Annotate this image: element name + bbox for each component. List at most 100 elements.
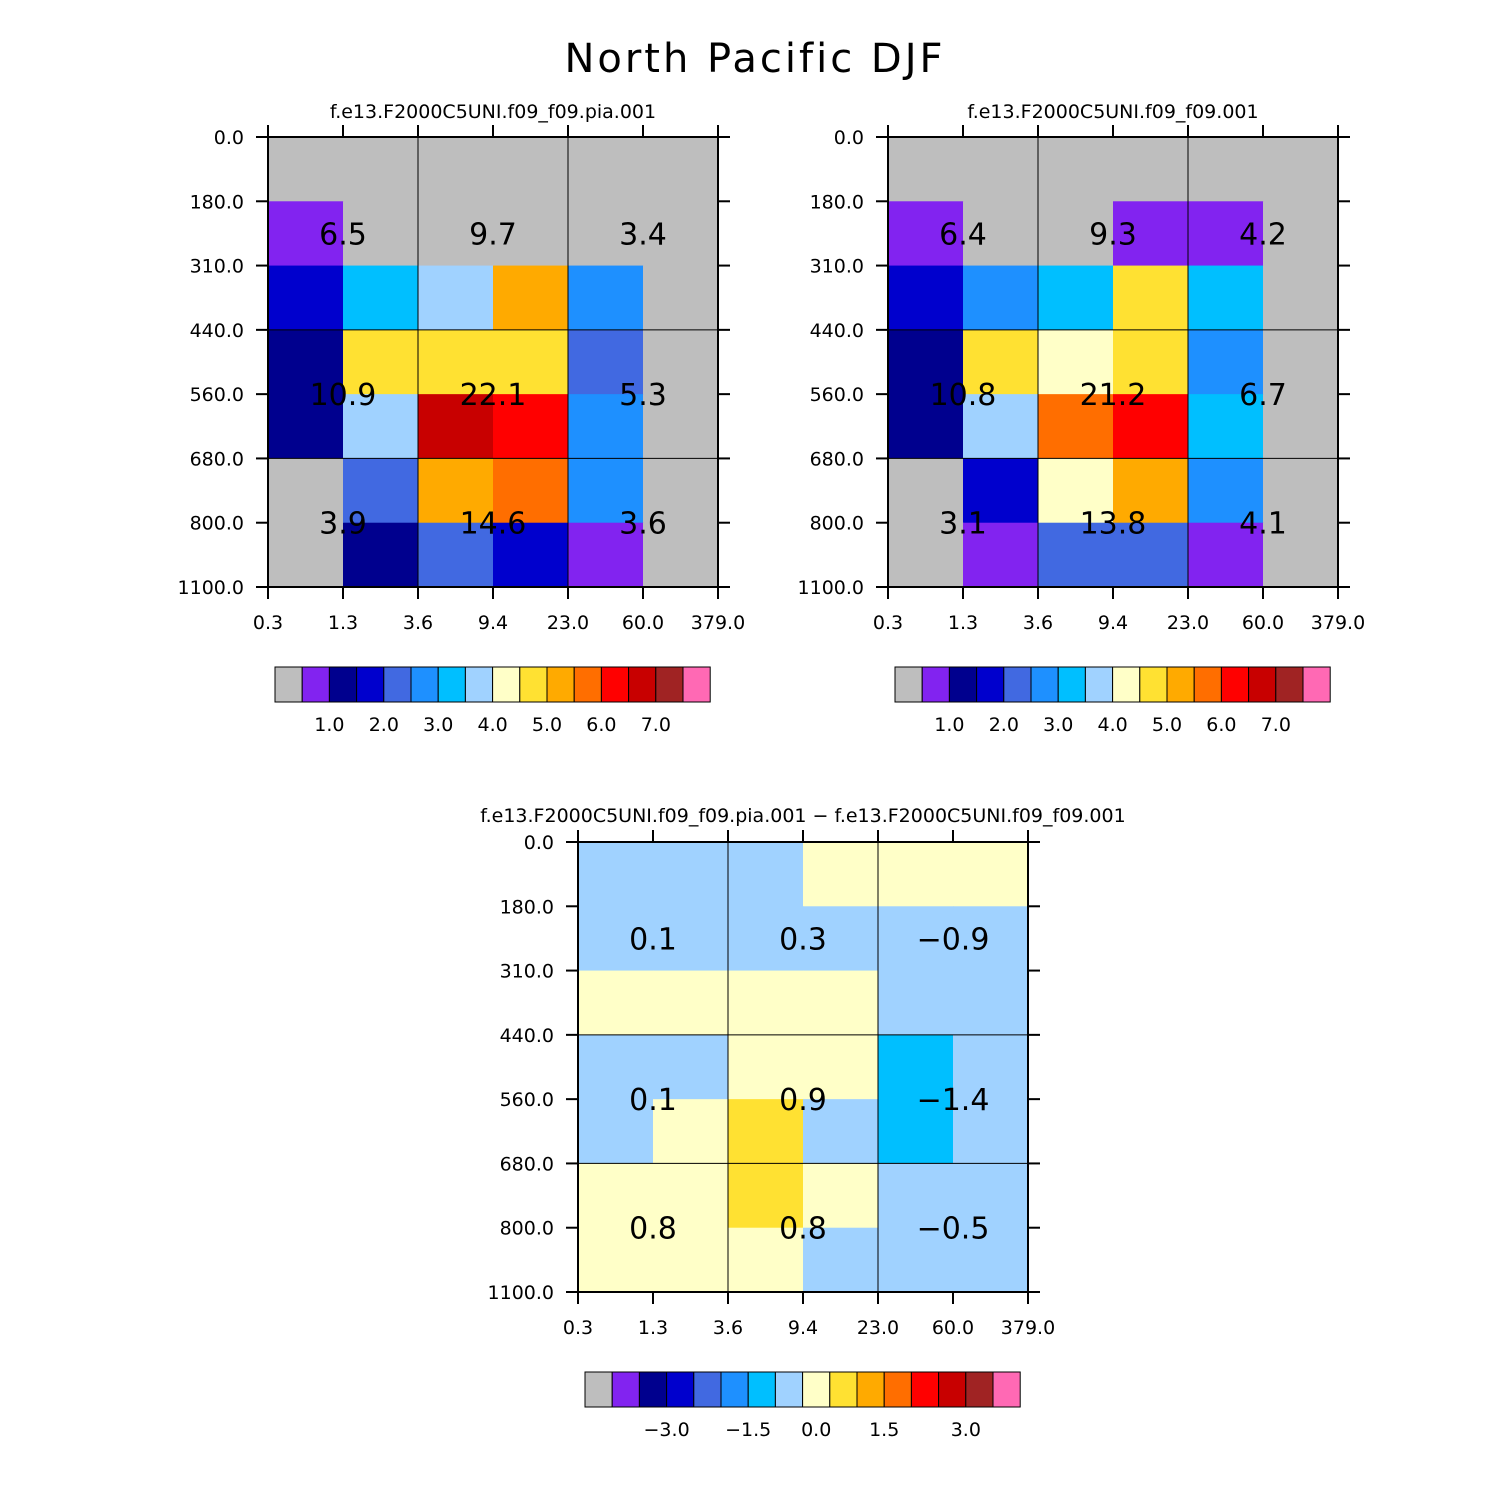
heatmap-cell: [1263, 394, 1339, 459]
colorbar-swatch: [894, 666, 923, 703]
heatmap-cell: [803, 1099, 879, 1164]
heatmap-cell: [493, 137, 569, 202]
heatmap-cell: [888, 394, 964, 459]
cell-value-label: 3.4: [619, 217, 667, 252]
heatmap-cell: [963, 329, 1039, 395]
colorbar-swatch: [437, 666, 466, 703]
cell-value-label: 9.7: [469, 217, 517, 252]
heatmap-cell: [653, 1099, 729, 1164]
colorbar-swatch: [1003, 666, 1032, 703]
x-tick-label: 9.4: [788, 1317, 818, 1339]
cell-value-label: 0.8: [629, 1212, 677, 1247]
heatmap-cell: [643, 329, 719, 395]
heatmap-cell: [578, 1034, 654, 1100]
colorbar-swatch: [383, 666, 412, 703]
x-tick-label: 23.0: [547, 612, 589, 634]
cell-value-label: 21.2: [1080, 378, 1147, 413]
heatmap-cell: [653, 906, 729, 972]
cell-value-label: 4.2: [1239, 217, 1287, 252]
x-tick-label: 379.0: [1001, 1317, 1055, 1339]
colorbar-swatch: [628, 666, 657, 703]
heatmap-cell: [1113, 137, 1189, 202]
heatmap-cell: [963, 201, 1039, 267]
colorbar-swatch: [1139, 666, 1168, 703]
x-tick-label: 60.0: [932, 1317, 974, 1339]
colorbar-swatch: [1302, 666, 1331, 703]
colorbar-swatch: [301, 666, 330, 703]
colorbar: −3.0 −1.5 0.0 1.5 3.0: [584, 1371, 1021, 1441]
heatmap-cell: [268, 458, 344, 524]
heatmap-cell: [878, 970, 954, 1036]
heatmap-cell: [803, 1034, 879, 1100]
heatmap-panel-1: f.e13.F2000C5UNI.f09_f09.pia.001 6.5 9.7 3.…: [178, 101, 746, 736]
y-tick-label: 180.0: [810, 191, 864, 213]
x-tick-label: 1.3: [948, 612, 978, 634]
heatmap-cell: [963, 522, 1039, 588]
y-tick-label: 560.0: [190, 384, 244, 406]
heatmap-cell: [418, 201, 494, 267]
heatmap-cell: [1038, 394, 1114, 459]
heatmap-cell: [953, 1163, 1029, 1229]
cell-value-label: 14.6: [460, 507, 527, 542]
cell-value-label: 10.9: [310, 378, 377, 413]
heatmap-panel-2: f.e13.F2000C5UNI.f09_f09.001 6.4 9.3 4.2 10.…: [798, 101, 1366, 736]
heatmap-cell: [578, 842, 654, 907]
heatmap-cell: [878, 842, 954, 907]
x-tick-label: 60.0: [622, 612, 664, 634]
y-tick-label: 0.0: [214, 127, 244, 149]
heatmap-cell: [343, 201, 419, 267]
colorbar-swatch: [976, 666, 1005, 703]
heatmap-cell: [268, 394, 344, 459]
y-tick-label: 1100.0: [178, 577, 244, 599]
colorbar-label: 1.0: [314, 714, 344, 736]
x-tick-label: 60.0: [1242, 612, 1284, 634]
heatmap-cell: [1113, 522, 1189, 588]
colorbar-swatch: [720, 1371, 749, 1408]
cell-value-label: 3.9: [319, 507, 367, 542]
colorbar-label: 6.0: [1206, 714, 1236, 736]
cell-value-label: 4.1: [1239, 507, 1287, 542]
heatmap-cell: [578, 1099, 654, 1164]
heatmap-cell: [643, 394, 719, 459]
colorbar-label: 4.0: [477, 714, 507, 736]
y-tick-label: 680.0: [810, 448, 864, 470]
heatmap-cell: [568, 137, 644, 202]
heatmap-cell: [343, 458, 419, 524]
y-tick-label: 800.0: [190, 513, 244, 535]
heatmap-cell: [953, 1034, 1029, 1100]
cell-value-label: 6.4: [939, 217, 987, 252]
heatmap-cell: [963, 394, 1039, 459]
cell-value-label: 0.1: [629, 1083, 677, 1118]
heatmap-cell: [878, 906, 954, 972]
colorbar-swatch: [693, 1371, 722, 1408]
heatmap-cell: [1188, 137, 1264, 202]
heatmap-cell: [728, 1227, 804, 1293]
colorbar-swatch: [802, 1371, 831, 1408]
heatmap-cell: [1113, 329, 1189, 395]
cell-value-label: 3.6: [619, 507, 667, 542]
y-tick-label: 310.0: [810, 256, 864, 278]
heatmap-cell: [493, 265, 569, 331]
heatmap-cell: [578, 970, 654, 1036]
colorbar-swatch: [1275, 666, 1304, 703]
colorbar-swatch: [682, 666, 711, 703]
heatmap-cell: [268, 522, 344, 588]
heatmap-cell: [953, 842, 1029, 907]
heatmap-cell: [1188, 522, 1264, 588]
colorbar-swatch: [410, 666, 439, 703]
heatmap-cell: [1263, 265, 1339, 331]
y-tick-label: 0.0: [834, 127, 864, 149]
colorbar-label: 5.0: [532, 714, 562, 736]
heatmap-cell: [418, 265, 494, 331]
colorbar-label: 5.0: [1152, 714, 1182, 736]
heatmap-cell: [1038, 522, 1114, 588]
colorbar-swatch: [492, 666, 521, 703]
colorbar-swatch: [1248, 666, 1277, 703]
heatmap-cell: [418, 458, 494, 524]
heatmap-cell: [1188, 329, 1264, 395]
heatmap-cell: [578, 1227, 654, 1293]
colorbar-swatch: [1166, 666, 1195, 703]
colorbar-swatch: [948, 666, 978, 703]
colorbar-swatch: [1084, 666, 1114, 703]
